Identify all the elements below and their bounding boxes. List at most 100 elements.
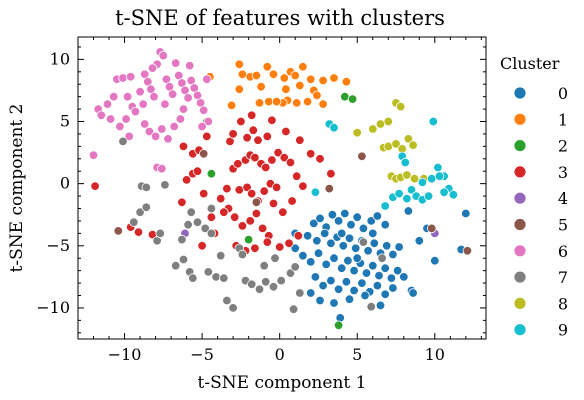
point-cluster-6 <box>105 114 116 124</box>
point-cluster-0 <box>357 278 367 288</box>
point-cluster-9 <box>428 116 439 127</box>
point-cluster-3 <box>206 212 217 222</box>
point-cluster-3 <box>133 227 144 237</box>
point-cluster-7 <box>178 254 189 265</box>
point-cluster-9 <box>310 187 321 198</box>
point-cluster-0 <box>430 256 440 266</box>
point-cluster-7 <box>228 303 238 313</box>
point-cluster-1 <box>312 90 322 101</box>
legend-marker-2 <box>513 139 527 153</box>
point-cluster-0 <box>326 275 336 286</box>
plot-frame <box>77 36 487 340</box>
y-tick-label: −10 <box>36 298 70 317</box>
legend-label-4: 4 <box>558 189 568 208</box>
point-cluster-7 <box>200 223 210 234</box>
point-cluster-0 <box>343 256 353 266</box>
point-cluster-0 <box>318 280 328 291</box>
point-cluster-6 <box>198 105 209 116</box>
point-cluster-0 <box>341 277 352 287</box>
point-cluster-0 <box>392 265 403 276</box>
point-cluster-7 <box>186 207 196 217</box>
point-cluster-7 <box>118 136 128 147</box>
point-cluster-0 <box>310 272 321 282</box>
point-cluster-0 <box>320 228 330 239</box>
point-cluster-7 <box>358 237 369 247</box>
point-cluster-0 <box>372 280 383 291</box>
point-cluster-3 <box>242 132 252 143</box>
point-cluster-8 <box>403 134 414 144</box>
point-cluster-7 <box>192 217 203 227</box>
point-cluster-5 <box>462 246 473 256</box>
point-cluster-3 <box>287 196 297 206</box>
point-cluster-3 <box>90 181 100 191</box>
point-cluster-3 <box>228 129 238 139</box>
legend-marker-8 <box>513 296 527 310</box>
point-cluster-3 <box>267 155 277 165</box>
point-cluster-1 <box>281 84 291 94</box>
point-cluster-3 <box>178 141 189 152</box>
legend-items: 0 1 2 3 4 5 6 7 8 9 <box>513 84 568 340</box>
legend-label-0: 0 <box>558 84 568 103</box>
point-cluster-0 <box>315 295 325 306</box>
point-cluster-6 <box>139 119 150 129</box>
point-cluster-6 <box>197 121 207 132</box>
point-cluster-6 <box>130 106 141 117</box>
point-cluster-3 <box>229 212 240 222</box>
point-cluster-9 <box>417 177 428 188</box>
point-cluster-0 <box>312 236 322 246</box>
point-cluster-7 <box>211 272 221 282</box>
point-cluster-0 <box>352 212 362 222</box>
point-cluster-6 <box>102 99 113 109</box>
point-cluster-3 <box>250 243 260 254</box>
x-tick-label: 10 <box>425 345 445 364</box>
legend-label-8: 8 <box>558 294 568 313</box>
legend-marker-0 <box>513 86 527 100</box>
point-cluster-7 <box>261 277 271 287</box>
point-cluster-6 <box>158 50 169 61</box>
point-cluster-0 <box>329 253 339 263</box>
point-cluster-0 <box>368 261 378 271</box>
legend-marker-3 <box>513 165 527 179</box>
point-cluster-0 <box>344 233 355 244</box>
point-cluster-6 <box>88 150 99 160</box>
point-cluster-9 <box>433 162 443 173</box>
point-cluster-3 <box>273 147 283 158</box>
point-cluster-2 <box>347 94 358 104</box>
point-cluster-0 <box>382 241 392 251</box>
point-cluster-0 <box>361 268 372 278</box>
point-cluster-0 <box>346 219 356 230</box>
point-cluster-3 <box>202 131 212 142</box>
point-cluster-0 <box>302 231 313 241</box>
point-cluster-3 <box>306 149 316 159</box>
point-cluster-1 <box>302 96 313 107</box>
x-axis: −10 −5 0 5 10 <box>77 37 482 364</box>
point-cluster-8 <box>391 139 401 149</box>
point-cluster-6 <box>96 110 107 121</box>
point-cluster-7 <box>288 304 299 314</box>
point-cluster-0 <box>363 246 373 256</box>
point-cluster-3 <box>222 183 232 194</box>
point-cluster-0 <box>461 208 471 219</box>
point-cluster-3 <box>279 152 290 163</box>
point-cluster-6 <box>178 104 189 114</box>
point-cluster-0 <box>321 259 331 270</box>
x-tick-label: 5 <box>352 345 362 364</box>
point-cluster-5 <box>427 223 437 234</box>
point-cluster-3 <box>253 135 263 145</box>
point-cluster-9 <box>427 173 437 184</box>
point-cluster-6 <box>118 73 128 83</box>
point-cluster-3 <box>281 126 291 137</box>
point-cluster-5 <box>113 226 124 236</box>
point-cluster-3 <box>192 166 203 176</box>
point-cluster-9 <box>423 191 434 201</box>
point-cluster-3 <box>237 221 248 231</box>
point-cluster-3 <box>292 171 302 181</box>
point-cluster-8 <box>352 127 362 138</box>
point-cluster-2 <box>243 234 254 245</box>
point-cluster-1 <box>226 100 237 111</box>
point-cluster-6 <box>202 74 212 85</box>
point-cluster-6 <box>144 126 155 137</box>
point-cluster-7 <box>270 253 280 263</box>
point-cluster-9 <box>394 188 404 199</box>
